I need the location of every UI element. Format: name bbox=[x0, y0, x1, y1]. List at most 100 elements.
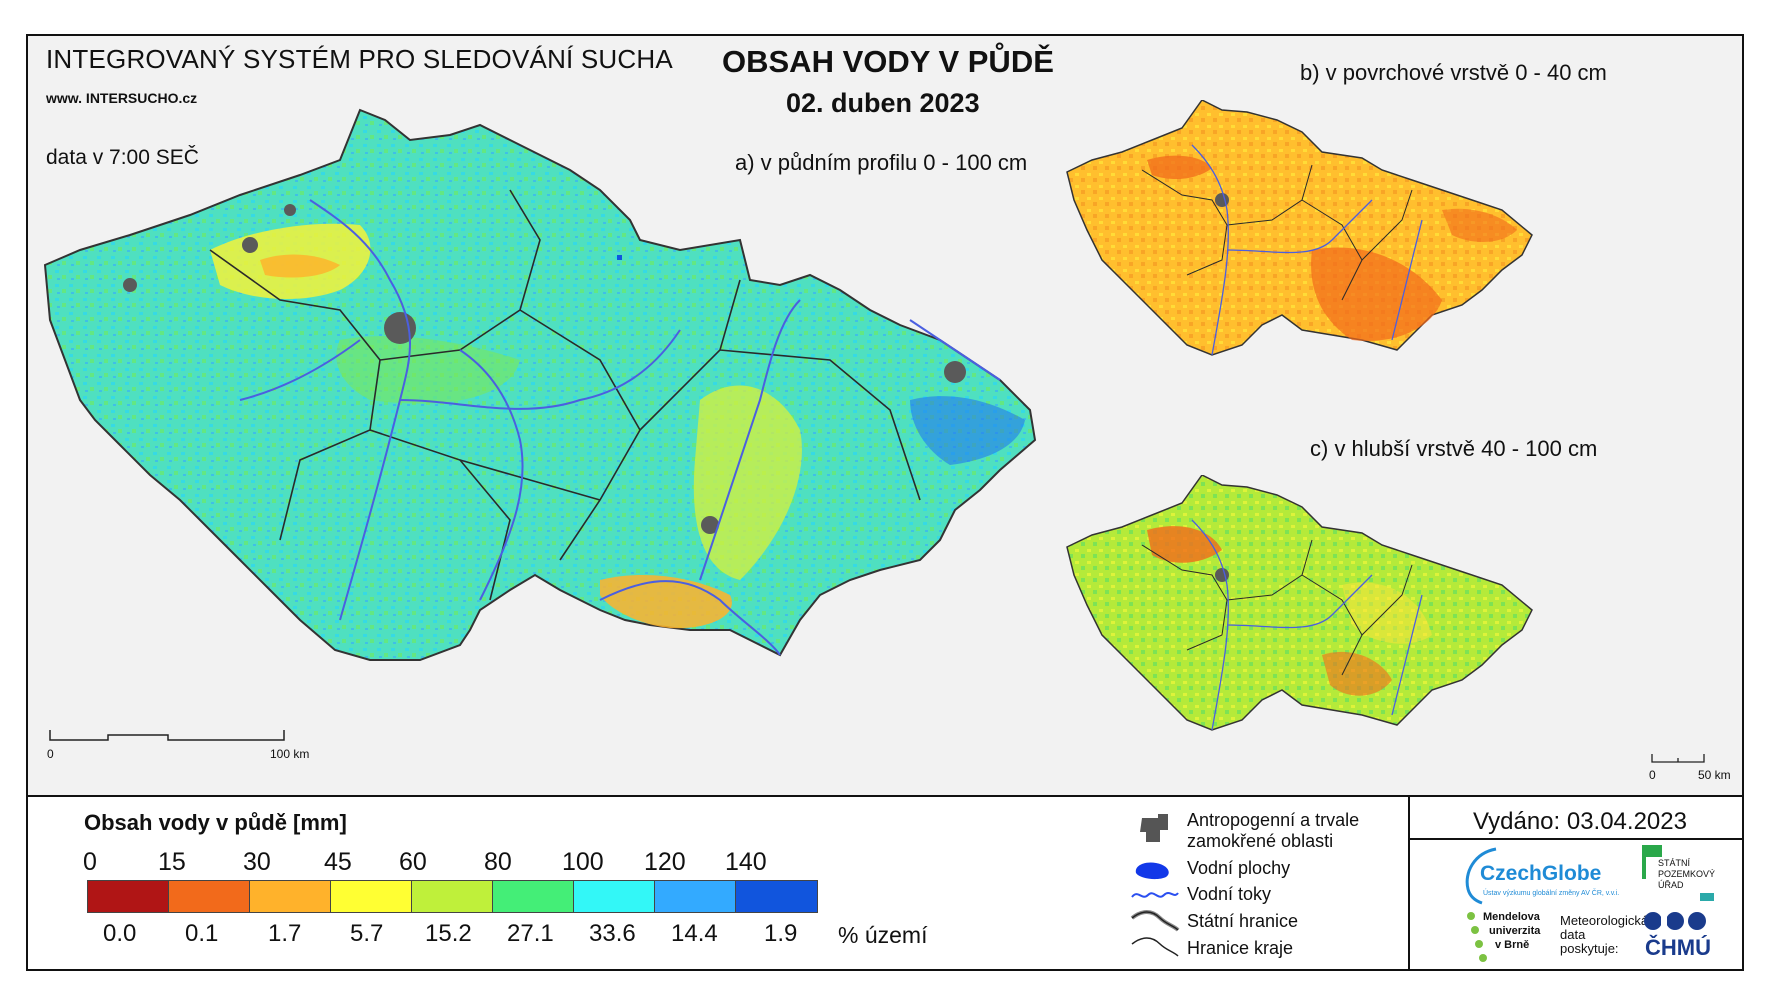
rivers bbox=[239, 199, 1001, 656]
region-borders-b bbox=[1141, 164, 1413, 301]
legend-tick: 15 bbox=[158, 848, 186, 876]
urban-area-prague bbox=[1215, 568, 1229, 582]
wet-zone-east bbox=[910, 396, 1025, 465]
legend-tick: 80 bbox=[484, 848, 512, 876]
legend-percent-unit: % území bbox=[838, 922, 928, 948]
scale-small-start: 0 bbox=[1649, 768, 1656, 782]
very-dry-zone-c-nw bbox=[1147, 526, 1222, 563]
legend-percent: 5.7 bbox=[350, 920, 384, 947]
dry-zone-c bbox=[1342, 582, 1432, 644]
key-state-border: Státní hranice bbox=[1187, 911, 1299, 931]
met-data-line: Meteorologická bbox=[1560, 913, 1649, 928]
legend-percent: 15.2 bbox=[425, 920, 472, 947]
divider bbox=[1410, 838, 1744, 840]
legend-tick: 100 bbox=[562, 848, 604, 876]
map-c-deeper-layer bbox=[1066, 475, 1533, 731]
website-link[interactable]: www. INTERSUCHO.cz bbox=[46, 90, 198, 106]
scale-small-end: 50 km bbox=[1698, 768, 1731, 782]
map-date: 02. duben 2023 bbox=[786, 88, 980, 118]
urban-area bbox=[123, 278, 137, 292]
legend-swatch bbox=[169, 881, 250, 912]
map-a-soil-profile bbox=[43, 108, 1037, 661]
chmu-logo-icon bbox=[1644, 912, 1706, 930]
map-b-surface-layer bbox=[1066, 100, 1533, 356]
legend-swatch bbox=[412, 881, 493, 912]
dry-zone-moravia bbox=[693, 385, 802, 580]
very-dry-zone-northwest bbox=[260, 254, 340, 278]
urban-area-prague bbox=[1215, 193, 1229, 207]
legend-swatch bbox=[736, 881, 817, 912]
rivers-c bbox=[1191, 519, 1423, 731]
map-a-label: a) v půdním profilu 0 - 100 cm bbox=[735, 150, 1028, 175]
spu-logo-accent bbox=[1700, 893, 1714, 901]
system-title: INTEGROVANÝ SYSTÉM PRO SLEDOVÁNÍ SUCHA bbox=[46, 44, 673, 74]
key-anthropogenic: Antropogenní a trvale zamokřené oblasti bbox=[1187, 810, 1360, 851]
legend-tick: 0 bbox=[83, 848, 97, 876]
legend-color-bar bbox=[87, 880, 818, 913]
map-c-label: c) v hlubší vrstvě 40 - 100 cm bbox=[1310, 436, 1598, 461]
state-border-icon bbox=[1130, 910, 1180, 932]
water-stream-icon bbox=[1131, 892, 1179, 898]
legend-percent: 0.1 bbox=[185, 920, 219, 947]
mendel-logo-line: Mendelova bbox=[1483, 911, 1540, 923]
legend-tick: 120 bbox=[644, 848, 686, 876]
legend-percent: 14.4 bbox=[671, 920, 718, 947]
water-body-icon bbox=[1135, 862, 1169, 880]
legend-swatch bbox=[88, 881, 169, 912]
main-title: OBSAH VODY V PŮDĚ bbox=[722, 44, 1054, 79]
legend-tick: 30 bbox=[243, 848, 271, 876]
legend-swatch bbox=[655, 881, 736, 912]
legend-percent: 1.9 bbox=[764, 920, 798, 947]
region-borders-c bbox=[1141, 539, 1413, 676]
legend-tick: 45 bbox=[324, 848, 352, 876]
anthropogenic-area-icon bbox=[1140, 814, 1168, 842]
logo-panel bbox=[1410, 797, 1742, 969]
legend-tick: 60 bbox=[399, 848, 427, 876]
legend-swatch bbox=[250, 881, 331, 912]
data-time: data v 7:00 SEČ bbox=[46, 146, 199, 169]
legend-tick: 140 bbox=[725, 848, 767, 876]
key-water-streams: Vodní toky bbox=[1187, 884, 1272, 904]
map-c-country-shape bbox=[1066, 475, 1533, 731]
spu-logo-line: STÁTNÍ bbox=[1658, 858, 1691, 868]
water-body bbox=[617, 255, 622, 260]
region-borders bbox=[209, 189, 921, 601]
issued-date: Vydáno: 03.04.2023 bbox=[1473, 808, 1687, 835]
czechglobe-logo-arc-icon bbox=[1465, 847, 1497, 905]
spu-logo-icon bbox=[1642, 845, 1662, 879]
rivers-b bbox=[1191, 144, 1423, 356]
legend-percent: 0.0 bbox=[103, 920, 137, 947]
divider bbox=[1408, 795, 1410, 971]
scale-bar-main bbox=[49, 730, 285, 741]
legend-swatch bbox=[331, 881, 412, 912]
very-dry-zone-c-s bbox=[1322, 651, 1392, 696]
urban-area bbox=[284, 204, 296, 216]
very-dry-zone-b-nw bbox=[1147, 155, 1212, 180]
legend-percent: 1.7 bbox=[268, 920, 302, 947]
legend-percent: 33.6 bbox=[589, 920, 636, 947]
green-zone-central bbox=[336, 336, 520, 404]
met-data-line: data bbox=[1560, 927, 1586, 942]
scale-main-start: 0 bbox=[47, 747, 54, 761]
legend-swatch bbox=[574, 881, 655, 912]
urban-area-prague bbox=[384, 312, 416, 344]
legend-swatch bbox=[493, 881, 574, 912]
legend-title: Obsah vody v půdě [mm] bbox=[84, 810, 347, 835]
mendel-logo-line: univerzita bbox=[1489, 925, 1541, 937]
legend-percent: 27.1 bbox=[507, 920, 554, 947]
urban-area bbox=[242, 237, 258, 253]
urban-area-brno bbox=[701, 516, 719, 534]
map-a-country-shape bbox=[43, 108, 1037, 661]
scale-main-end: 100 km bbox=[270, 747, 310, 761]
mendel-logo-line: v Brně bbox=[1495, 939, 1530, 951]
region-border-icon bbox=[1131, 937, 1179, 957]
key-region-border: Hranice kraje bbox=[1187, 938, 1294, 958]
key-water-bodies: Vodní plochy bbox=[1187, 858, 1291, 878]
scale-bar-small bbox=[1651, 754, 1705, 763]
urban-area-ostrava bbox=[944, 361, 966, 383]
spu-logo-line: POZEMKOVÝ bbox=[1658, 869, 1716, 879]
spu-logo-line: ÚŘAD bbox=[1658, 880, 1684, 890]
divider bbox=[26, 795, 1744, 797]
map-b-label: b) v povrchové vrstvě 0 - 40 cm bbox=[1300, 60, 1607, 85]
czechglobe-subtitle: Ústav výzkumu globální změny AV ČR, v.v.… bbox=[1483, 890, 1620, 897]
